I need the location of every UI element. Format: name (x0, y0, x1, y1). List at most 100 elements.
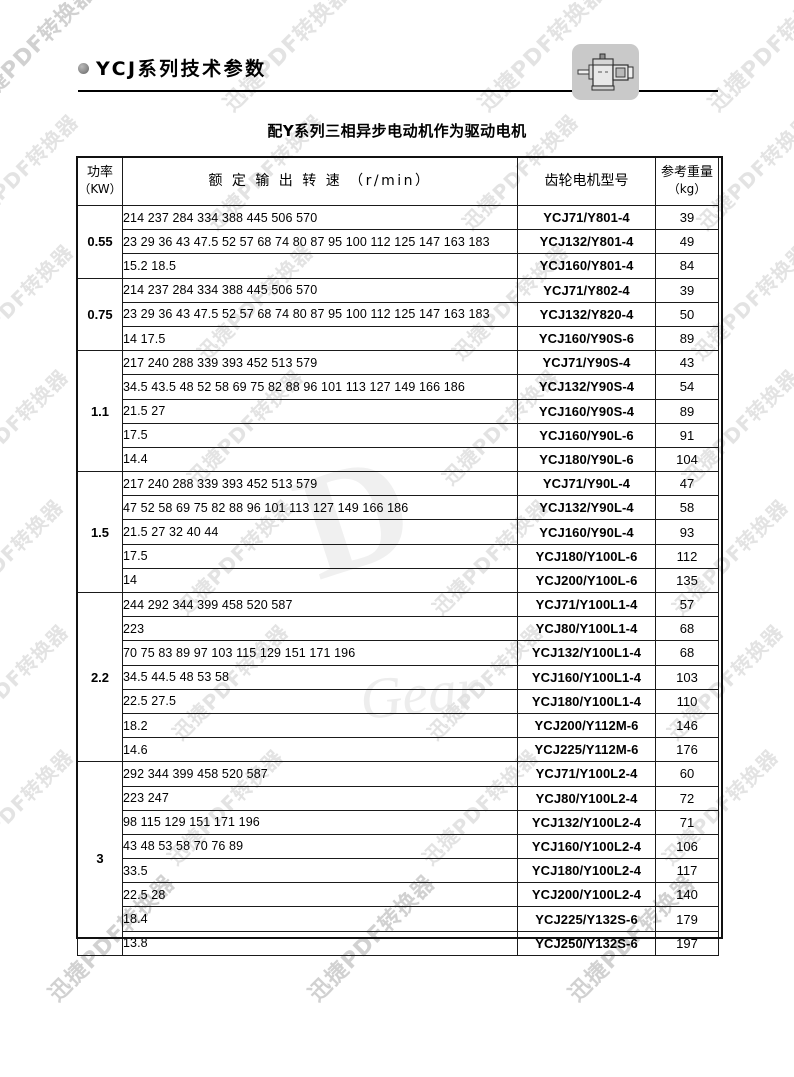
table-row: 1.5 217 240 288 339 393 452 513 579 YCJ71/… (77, 471, 719, 593)
column-header-power: 功率 （KW） (77, 157, 123, 206)
table-row: 14 YCJ200/Y100L-6 135 (78, 567, 719, 594)
table-row: 14.4 YCJ180/Y90L-6 104 (78, 446, 719, 473)
output-speed-cell: 223 (122, 616, 518, 642)
gear-motor-model-cell: YCJ132/Y90L-4 (517, 495, 656, 521)
output-speed-cell: 217 240 288 339 393 452 513 579 (122, 471, 518, 497)
reference-weight-cell: 47 (655, 471, 719, 497)
reference-weight-cell: 39 (655, 204, 719, 231)
reference-weight-cell: 68 (655, 616, 719, 642)
output-speed-cell: 34.5 43.5 48 52 58 69 75 82 88 96 101 11… (122, 374, 518, 400)
table-body: 0.55 214 237 284 334 388 445 506 570 YCJ71… (77, 204, 719, 956)
gear-motor-model-cell: YCJ200/Y100L-6 (517, 567, 656, 594)
gear-motor-model-cell: YCJ71/Y801-4 (517, 204, 656, 231)
power-cell: 2.2 (77, 591, 123, 763)
reference-weight-cell: 68 (655, 640, 719, 666)
reference-weight-cell: 112 (655, 543, 719, 569)
column-header-weight-unit: （kg） (667, 181, 707, 196)
table-row: 14 17.5 YCJ160/Y90S-6 89 (78, 325, 719, 352)
gear-motor-model-cell: YCJ200/Y112M-6 (517, 712, 656, 739)
reference-weight-cell: 89 (655, 325, 719, 352)
power-cell: 3 (77, 761, 123, 956)
reference-weight-cell: 72 (655, 785, 719, 811)
reference-weight-cell: 140 (655, 882, 719, 908)
gear-motor-model-cell: YCJ160/Y100L2-4 (517, 833, 656, 860)
reference-weight-cell: 176 (655, 737, 719, 763)
output-speed-cell: 14.4 (122, 446, 518, 473)
gear-motor-model-cell: YCJ225/Y132S-6 (517, 906, 656, 932)
reference-weight-cell: 49 (655, 229, 719, 255)
output-speed-cell: 13.8 (122, 930, 518, 956)
reference-weight-cell: 54 (655, 374, 719, 400)
reference-weight-cell: 104 (655, 446, 719, 473)
reference-weight-cell: 39 (655, 277, 719, 303)
column-header-weight: 参考重量 （kg） (655, 157, 719, 206)
reference-weight-cell: 93 (655, 519, 719, 545)
reference-weight-cell: 71 (655, 809, 719, 835)
table-row: 21.5 27 YCJ160/Y90S-4 89 (78, 398, 719, 424)
output-speed-cell: 223 247 (122, 785, 518, 811)
output-speed-cell: 244 292 344 399 458 520 587 (122, 591, 518, 618)
column-header-weight-label: 参考重量 (660, 165, 713, 181)
table-row: 1.1 217 240 288 339 393 452 513 579 YCJ71/… (77, 350, 719, 473)
output-speed-cell: 47 52 58 69 75 82 88 96 101 113 127 149 … (122, 495, 518, 521)
power-cell: 1.5 (77, 471, 123, 593)
gear-motor-model-cell: YCJ71/Y802-4 (517, 277, 656, 303)
gear-motor-model-cell: YCJ80/Y100L1-4 (517, 616, 656, 642)
gear-motor-model-cell: YCJ180/Y90L-6 (517, 446, 656, 473)
output-speed-cell: 98 115 129 151 171 196 (122, 809, 518, 835)
table-row: 17.5 YCJ180/Y100L-6 112 (78, 543, 719, 569)
gear-motor-model-cell: YCJ160/Y90S-6 (517, 325, 656, 352)
column-header-power-unit: （KW） (78, 181, 122, 196)
output-speed-cell: 70 75 83 89 97 103 115 129 151 171 196 (122, 640, 518, 666)
gear-motor-icon (572, 44, 639, 100)
table-row: 14.6 YCJ225/Y112M-6 176 (78, 737, 719, 763)
gear-motor-model-cell: YCJ71/Y90L-4 (517, 471, 656, 497)
gear-motor-model-cell: YCJ71/Y100L1-4 (517, 591, 656, 618)
table-row: 223 YCJ80/Y100L1-4 68 (78, 616, 719, 642)
output-speed-cell: 43 48 53 58 70 76 89 (122, 833, 518, 860)
page-header: YCJ系列技术参数 (78, 44, 718, 104)
column-header-power-label: 功率 (86, 165, 113, 181)
table-row: 23 29 36 43 47.5 52 57 68 74 80 87 95 10… (78, 301, 719, 327)
output-speed-cell: 217 240 288 339 393 452 513 579 (122, 350, 518, 376)
table-row: 3 292 344 399 458 520 587 YCJ71/Y100L2-4 60 (77, 761, 719, 956)
table-row: 33.5 YCJ180/Y100L2-4 117 (78, 858, 719, 884)
reference-weight-cell: 146 (655, 712, 719, 739)
gear-motor-model-cell: YCJ132/Y801-4 (517, 229, 656, 255)
table-row: 0.55 214 237 284 334 388 445 506 570 YCJ71… (77, 204, 719, 279)
gear-motor-model-cell: YCJ180/Y100L1-4 (517, 688, 656, 714)
table-row: 98 115 129 151 171 196 YCJ132/Y100L2-4 71 (78, 809, 719, 835)
bullet-sphere-icon (78, 63, 89, 74)
reference-weight-cell: 110 (655, 688, 719, 714)
gear-motor-model-cell: YCJ200/Y100L2-4 (517, 882, 656, 908)
table-row: 15.2 18.5 YCJ160/Y801-4 84 (78, 253, 719, 279)
reference-weight-cell: 89 (655, 398, 719, 424)
reference-weight-cell: 43 (655, 350, 719, 376)
table-row: 23 29 36 43 47.5 52 57 68 74 80 87 95 10… (78, 229, 719, 255)
output-speed-cell: 22.5 27.5 (122, 688, 518, 714)
output-speed-cell: 23 29 36 43 47.5 52 57 68 74 80 87 95 10… (122, 301, 518, 327)
output-speed-cell: 14 (122, 567, 518, 594)
reference-weight-cell: 50 (655, 301, 719, 327)
power-cell: 0.75 (77, 277, 123, 352)
gear-motor-model-cell: YCJ250/Y132S-6 (517, 930, 656, 956)
gear-motor-model-cell: YCJ160/Y90L-4 (517, 519, 656, 545)
gear-motor-model-cell: YCJ180/Y100L-6 (517, 543, 656, 569)
reference-weight-cell: 60 (655, 761, 719, 787)
table-header-row: 功率 （KW） 额 定 输 出 转 速 （r/min） 齿轮电机型号 参考重量 … (77, 157, 719, 206)
table-row: 34.5 43.5 48 52 58 69 75 82 88 96 101 11… (78, 374, 719, 400)
gear-motor-model-cell: YCJ71/Y100L2-4 (517, 761, 656, 787)
power-cell: 1.1 (77, 350, 123, 473)
table-row: 21.5 27 32 40 44 YCJ160/Y90L-4 93 (78, 519, 719, 545)
output-speed-cell: 17.5 (122, 543, 518, 569)
table-row: 47 52 58 69 75 82 88 96 101 113 127 149 … (78, 495, 719, 521)
output-speed-cell: 18.4 (122, 906, 518, 932)
table-row: 0.75 214 237 284 334 388 445 506 570 YCJ71… (77, 277, 719, 352)
output-speed-cell: 15.2 18.5 (122, 253, 518, 279)
reference-weight-cell: 135 (655, 567, 719, 594)
gear-motor-model-cell: YCJ180/Y100L2-4 (517, 858, 656, 884)
table-row: 13.8 YCJ250/Y132S-6 197 (78, 930, 719, 956)
table-caption: 配Y系列三相异步电动机作为驱动电机 (267, 122, 527, 140)
reference-weight-cell: 58 (655, 495, 719, 521)
